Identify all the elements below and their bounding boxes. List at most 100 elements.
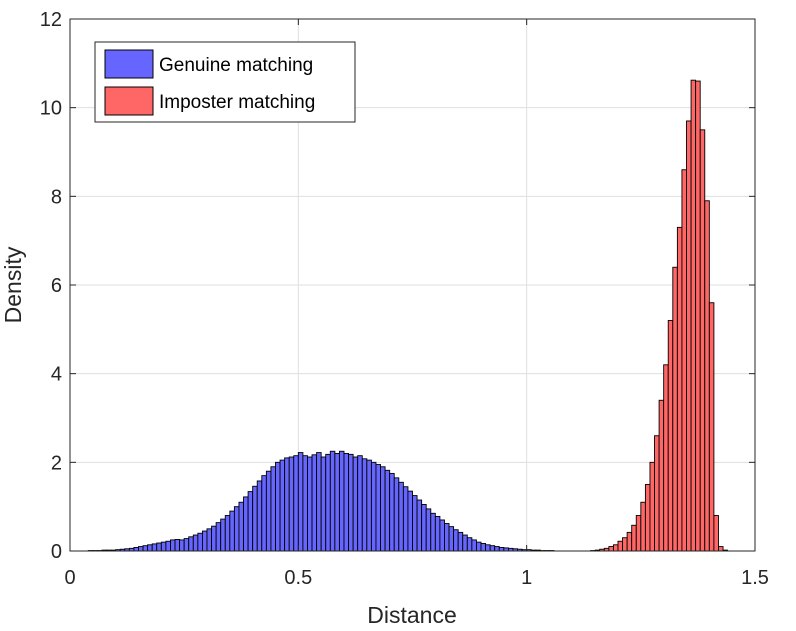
genuine-bar <box>370 461 377 552</box>
imposter-bar <box>676 226 683 552</box>
genuine-bar <box>197 532 203 552</box>
genuine-bar <box>156 542 162 552</box>
genuine-bar <box>206 528 213 552</box>
genuine-bar <box>325 453 331 552</box>
genuine-bar <box>320 456 327 552</box>
y-tick-label: 2 <box>51 452 62 474</box>
genuine-bar <box>229 510 235 552</box>
imposter-bar <box>713 515 719 552</box>
genuine-bar <box>334 453 340 552</box>
genuine-bar <box>444 523 450 552</box>
genuine-bar <box>307 456 313 552</box>
axis-ticks: 0 0.5 1 1.5 0 2 4 6 8 10 12 <box>40 9 769 589</box>
genuine-bar <box>293 455 299 552</box>
genuine-bar <box>485 544 491 552</box>
imposter-bar <box>635 515 642 552</box>
imposter-bar <box>617 540 624 552</box>
imposter-bar <box>699 129 706 552</box>
imposter-bar <box>608 546 614 552</box>
genuine-bar <box>361 458 368 552</box>
genuine-bar <box>357 455 363 552</box>
genuine-bar <box>192 534 199 552</box>
genuine-bar <box>297 452 304 552</box>
imposter-bar <box>695 80 701 552</box>
imposter-bar <box>640 501 646 552</box>
x-tick-label: 0 <box>64 567 75 589</box>
genuine-bar <box>489 545 496 552</box>
imposter-bar <box>681 169 687 552</box>
imposter-bar <box>718 546 724 552</box>
genuine-bar <box>402 486 409 552</box>
imposter-bar <box>612 544 619 552</box>
genuine-bar <box>224 515 231 552</box>
y-tick-label: 10 <box>40 98 62 120</box>
imposter-bar <box>672 266 678 552</box>
x-tick-label: 1.5 <box>741 567 769 589</box>
legend-swatch-imposter <box>104 86 154 116</box>
genuine-bar <box>261 475 267 552</box>
genuine-bar <box>279 459 286 552</box>
y-tick-label: 8 <box>51 186 62 208</box>
genuine-bar <box>160 541 167 552</box>
genuine-bar <box>179 539 185 552</box>
genuine-bar <box>174 539 181 552</box>
genuine-bar <box>375 464 381 552</box>
imposter-bar <box>663 364 669 552</box>
genuine-bar <box>439 519 445 552</box>
genuine-bar <box>398 481 404 552</box>
imposter-bar <box>631 524 637 552</box>
imposter-bar <box>704 200 710 552</box>
genuine-bar <box>138 546 144 552</box>
legend-label-imposter: Imposter matching <box>159 92 315 113</box>
y-tick-label: 4 <box>51 364 62 386</box>
imposter-bar <box>686 120 692 552</box>
imposter-bar <box>690 79 697 552</box>
genuine-bar <box>380 466 386 552</box>
y-axis-label: Density <box>0 246 26 323</box>
genuine-bar <box>288 456 295 552</box>
genuine-bar <box>348 453 354 552</box>
genuine-bar <box>238 501 244 552</box>
genuine-bar <box>243 496 249 552</box>
genuine-bar <box>275 461 281 552</box>
legend: Genuine matching Imposter matching <box>94 41 356 123</box>
genuine-bar <box>494 546 500 552</box>
genuine-bar <box>480 543 487 552</box>
genuine-bar <box>448 526 455 552</box>
imposter-bar <box>658 399 665 552</box>
genuine-bar <box>329 450 336 552</box>
imposter-bar <box>622 537 628 552</box>
genuine-bar <box>151 543 158 552</box>
genuine-bar <box>188 536 194 552</box>
x-tick-label: 1 <box>521 567 532 589</box>
imposter-bar <box>649 461 655 552</box>
genuine-bar <box>142 545 149 552</box>
genuine-bar <box>270 466 276 552</box>
genuine-bar <box>165 540 171 552</box>
genuine-bar <box>247 491 254 552</box>
genuine-bar <box>338 450 345 552</box>
genuine-bar <box>366 459 372 552</box>
genuine-bar <box>407 490 413 552</box>
genuine-bar <box>133 547 139 552</box>
genuine-bar <box>453 529 459 552</box>
legend-swatch-genuine <box>104 49 154 79</box>
legend-label-genuine: Genuine matching <box>159 55 313 76</box>
genuine-bar <box>147 544 153 552</box>
genuine-bar <box>412 495 418 552</box>
genuine-bar <box>434 515 441 552</box>
genuine-bar <box>466 537 473 552</box>
genuine-bar <box>498 547 505 552</box>
genuine-bar <box>384 469 391 552</box>
genuine-bar <box>421 504 427 552</box>
y-tick-label: 6 <box>51 275 62 297</box>
genuine-bar <box>265 470 272 552</box>
imposter-bar <box>667 320 674 552</box>
imposter-bar <box>626 531 633 552</box>
genuine-bar <box>416 499 423 552</box>
genuine-bar <box>215 522 222 552</box>
genuine-bar <box>220 518 226 552</box>
genuine-bar <box>252 485 258 552</box>
imposter-bar <box>644 484 651 552</box>
